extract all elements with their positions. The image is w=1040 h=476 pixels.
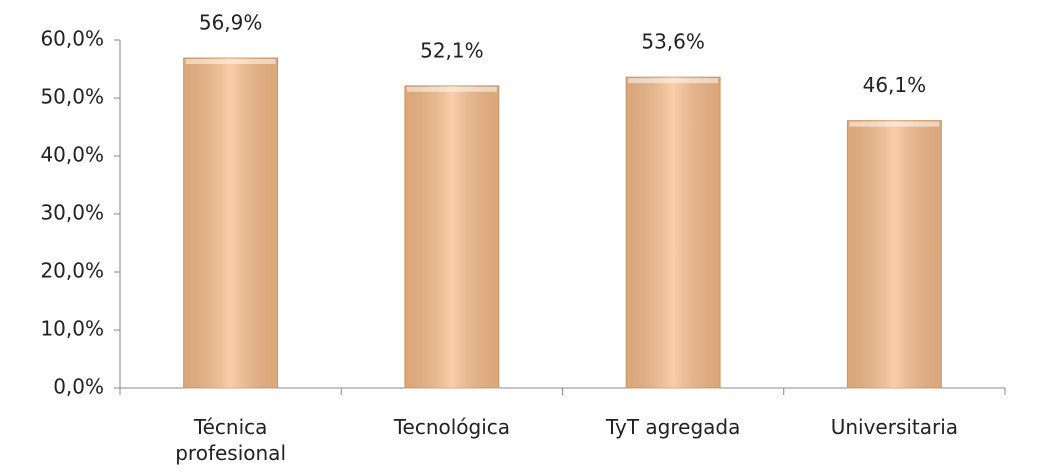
bar-shade bbox=[626, 77, 721, 389]
y-tick-label: 50,0% bbox=[40, 85, 104, 109]
value-label: 53,6% bbox=[641, 30, 705, 54]
value-label: 56,9% bbox=[199, 10, 263, 34]
x-tick-label: Tecnológica bbox=[393, 415, 511, 439]
bar-cap bbox=[628, 78, 719, 84]
y-tick-label: 60,0% bbox=[40, 27, 104, 51]
bar-cap bbox=[185, 58, 276, 64]
value-label: 46,1% bbox=[863, 73, 927, 97]
bar-cap bbox=[849, 121, 940, 127]
y-tick-label: 10,0% bbox=[40, 317, 104, 341]
bar-shade bbox=[847, 120, 942, 389]
x-tick-label: Universitaria bbox=[830, 415, 959, 439]
value-label: 52,1% bbox=[420, 38, 484, 62]
bar-shade bbox=[404, 85, 499, 388]
y-tick-label: 20,0% bbox=[40, 259, 104, 283]
y-tick-label: 0,0% bbox=[53, 375, 104, 399]
x-tick-label: Técnica profesional bbox=[175, 415, 286, 465]
y-tick-label: 40,0% bbox=[40, 143, 104, 167]
x-tick-label: TyT agregada bbox=[605, 415, 741, 439]
bar-shade bbox=[183, 57, 278, 388]
bar-cap bbox=[406, 86, 497, 92]
y-tick-label: 30,0% bbox=[40, 201, 104, 225]
